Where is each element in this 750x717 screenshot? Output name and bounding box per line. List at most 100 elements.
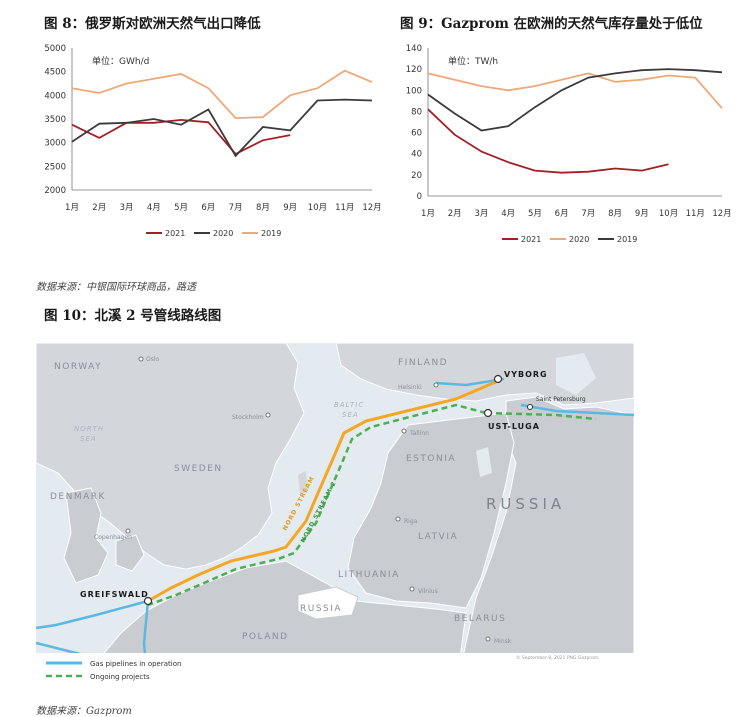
fig8-legend-label-2019: 2019: [261, 229, 281, 238]
fig8-xtick-label: 5月: [174, 203, 188, 213]
label-oslo: Oslo: [146, 356, 160, 363]
label-helsinki: Helsinki: [398, 384, 422, 391]
city-dot-greifswald: [143, 596, 153, 606]
fig9-ytick-label: 80: [411, 107, 422, 117]
label-russia-kaliningrad: RUSSIA: [300, 604, 342, 614]
city-dot-oslo: [138, 356, 144, 362]
fig8-unit-label: 单位：GWh/d: [92, 55, 149, 67]
fig8-ytick-label: 4000: [44, 91, 66, 101]
fig9-ytick-label: 0: [417, 192, 422, 202]
label-tallinn: Tallinn: [409, 430, 429, 437]
label-finland: FINLAND: [398, 358, 448, 368]
map-copyright: © September 8, 2021 PNG Gazprom: [516, 654, 598, 661]
fig9-ytick-label: 60: [411, 129, 422, 139]
fig8-series-line-2021: [71, 118, 291, 156]
city-dot-ustluga: [483, 408, 493, 418]
legend-label-operation: Gas pipelines in operation: [90, 660, 181, 668]
fig9-xtick-label: 1月: [421, 209, 435, 219]
fig9-xtick-label: 3月: [474, 209, 488, 219]
fig9-chart: 单位：TW/h 0 20 40 60 80 100 120 140 1月 2月 3月 4月 5月 6月 7月 8…: [392, 40, 732, 250]
label-latvia: LATVIA: [418, 532, 458, 542]
fig8-xtick-label: 9月: [283, 203, 297, 213]
fig8-chart: 单位：GWh/d 2000 2500 3000 3500 4000 4500 5000 1月 2月…: [36, 40, 382, 250]
city-dot-helsinki: [433, 382, 439, 388]
label-denmark: DENMARK: [50, 492, 106, 502]
fig8-ytick-label: 2500: [44, 162, 66, 172]
fig8-xtick-label: 11月: [335, 203, 354, 213]
city-dot-tallinn: [401, 428, 407, 434]
fig9-xtick-label: 6月: [555, 209, 569, 219]
label-greifswald: GREIFSWALD: [80, 590, 149, 599]
fig9-xtick-label: 7月: [581, 209, 595, 219]
fig8-xtick-label: 4月: [147, 203, 161, 213]
label-north: NORTH: [74, 425, 104, 433]
source-note-1: 数据来源：中银国际环球商品，路透: [36, 282, 196, 293]
fig8-legend-label-2021: 2021: [165, 229, 185, 238]
fig9-ytick-label: 20: [411, 171, 422, 181]
source-note-2: 数据来源：Gazprom: [36, 706, 132, 717]
fig9-xtick-label: 12月: [712, 209, 731, 219]
label-baltic: BALTIC: [334, 401, 364, 409]
fig9-series-line-2019: [427, 68, 723, 132]
label-baltic-sea: SEA: [342, 411, 359, 419]
land-denmark: [63, 487, 109, 584]
label-sweden: SWEDEN: [174, 464, 223, 474]
fig8-series-line-2019: [71, 69, 373, 120]
pipeline-nord-stream: [147, 379, 499, 603]
fig9-legend-label-2019: 2019: [617, 235, 637, 244]
label-ustluga: UST-LUGA: [488, 422, 540, 431]
label-vyborg: VYBORG: [504, 370, 548, 379]
fig9-xtick-label: 11月: [686, 209, 705, 219]
fig8-xtick-label: 2月: [92, 203, 106, 213]
fig8-xtick-label: 3月: [120, 203, 134, 213]
label-belarus: BELARUS: [454, 614, 506, 624]
label-minsk: Minsk: [494, 638, 512, 645]
legend-label-ongoing: Ongoing projects: [90, 673, 150, 681]
land-gotland: [298, 471, 308, 495]
lake-ladoga: [556, 353, 596, 395]
land-zealand: [115, 534, 145, 572]
fig8-xtick-label: 7月: [229, 203, 243, 213]
lake-peipus: [476, 447, 492, 477]
fig9-xtick-label: 4月: [501, 209, 515, 219]
fig8-series-line-2020: [71, 98, 373, 158]
fig8-xtick-label: 6月: [201, 203, 215, 213]
fig9-xtick-label: 9月: [635, 209, 649, 219]
city-dot-stockholm: [265, 412, 271, 418]
fig9-ytick-label: 100: [406, 86, 422, 96]
fig9-ytick-label: 120: [406, 65, 422, 75]
city-dot-stpetersburg: [527, 404, 533, 410]
fig8-legend-label-2020: 2020: [213, 229, 233, 238]
fig9-xtick-label: 8月: [608, 209, 622, 219]
fig9-legend-label-2021: 2021: [521, 235, 541, 244]
fig9-legend-label-2020: 2020: [569, 235, 589, 244]
pipeline-operation-finland: [435, 377, 505, 387]
land-baltics: [347, 412, 515, 609]
fig8-xtick-label: 8月: [256, 203, 270, 213]
nord-stream-map: NORWAY FINLAND SWEDEN DENMARK ESTONIA LA…: [36, 343, 634, 688]
label-lithuania: LITHUANIA: [338, 570, 400, 580]
pipeline-nord-stream-2: [147, 403, 597, 607]
fig9-series-line-2021: [427, 108, 669, 174]
fig9-ytick-label: 140: [406, 44, 422, 54]
fig8-title: 图 8：俄罗斯对欧洲天然气出口降低: [44, 16, 261, 32]
fig9-svg: 单位：TW/h 0 20 40 60 80 100 120 140 1月 2月 3月 4月 5月 6月 7月 8…: [406, 44, 732, 244]
label-stpetersburg: Saint Petersburg: [536, 396, 586, 403]
fig8-xtick-label: 10月: [308, 203, 327, 213]
fig10-title: 图 10：北溪 2 号管线路线图: [44, 308, 222, 324]
fig9-xtick-label: 2月: [448, 209, 462, 219]
label-poland: POLAND: [242, 632, 289, 642]
city-dot-copenhagen: [125, 528, 131, 534]
label-copenhagen: Copenhagen: [94, 534, 132, 541]
fig8-xtick-label: 1月: [65, 203, 79, 213]
fig9-unit-label: 单位：TW/h: [448, 55, 498, 67]
label-riga: Riga: [404, 518, 418, 525]
pipeline-operation-stpete: [520, 403, 634, 417]
land-kaliningrad: [297, 586, 359, 620]
label-north-sea: SEA: [80, 435, 97, 443]
fig8-ytick-label: 3500: [44, 115, 66, 125]
label-stockholm: Stockholm: [232, 414, 264, 421]
fig8-ytick-label: 4500: [44, 68, 66, 78]
label-vilnius: Vilnius: [418, 588, 438, 595]
fig8-ytick-label: 3000: [44, 139, 66, 149]
